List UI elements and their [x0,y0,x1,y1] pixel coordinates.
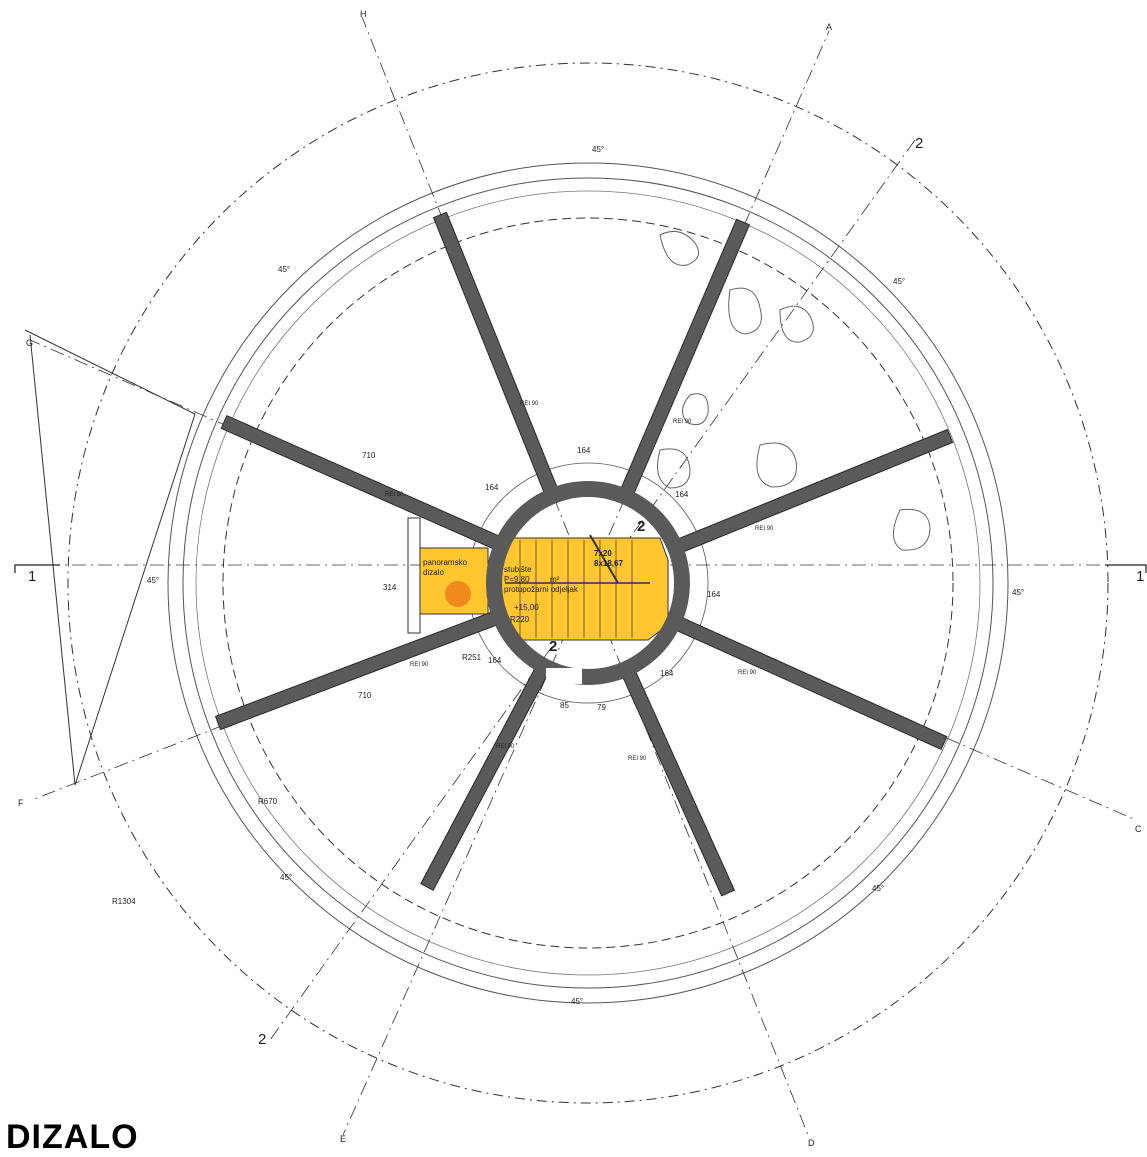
tree-outline [682,393,709,426]
axis-label-f: F [18,798,24,808]
dim-core-gap: 164 [577,446,591,455]
section-triangle-outline [24,329,196,786]
stair-label: stubište [504,565,532,574]
axis-label-c: C [1135,824,1142,834]
stair-fire-zone: protupožarni odjeljak [504,585,579,594]
section-marker-upper-right: 2 [915,135,923,152]
dim-angle: 45° [147,576,159,585]
stair-steps-b: 8x18,67 [594,559,623,568]
core-marker-upper: 2 [637,518,645,535]
tree-outlines [657,230,931,551]
axis-label-h: H [360,9,367,19]
dim-radius-inner: R251 [462,653,482,662]
section-marker-right: 1 [1136,568,1144,585]
tree-outline [756,442,797,488]
dim-angle: 45° [893,277,905,286]
dim-wall-length: 710 [362,451,376,460]
wall-label: REI 90 [520,401,539,407]
radial-wall-1 [432,211,560,499]
dim-angle: 45° [571,997,583,1006]
tree-outline [779,305,814,343]
dim-core-gap: 164 [485,483,499,492]
axis-label-d: D [808,1138,815,1148]
axis-label-g: G [26,338,33,348]
outer-dashed-ring [67,62,1109,1104]
lift-emblem [445,581,471,607]
section-marker-left: 1 [28,568,36,585]
lift-label-line2: dizalo [423,568,444,577]
lift-shaft-edge [407,517,421,634]
dim-lift-width: 314 [383,583,397,592]
dim-wall-length: 710 [358,691,372,700]
radial-wall-5 [620,666,736,897]
stair-level: +15,00 [514,603,539,612]
dim-angle: 45° [280,873,292,882]
wall-label: REI 90 [410,662,429,668]
dim-core-gap: 164 [488,656,502,665]
stair-steps-a: 7x20 [594,549,612,558]
tree-outline [893,508,931,551]
radial-wall-2 [618,218,751,500]
dim-angle: 45° [1012,588,1024,597]
page-heading: DIZALO [6,1118,139,1156]
stair-area-unit: m² [550,575,560,584]
section-arrow-right [1105,564,1147,573]
radial-wall-7 [214,609,503,731]
inner-dashed-ring [222,217,954,949]
section-arrow-left [14,564,60,573]
dim-opening-left: 85 [560,701,569,710]
axis-label-e: E [340,1134,346,1144]
axis-line-a [587,30,830,584]
axis-line-d [587,582,809,1136]
lift-label-line1: panoramsko [423,558,468,567]
dim-opening-right: 79 [597,703,606,712]
core-door-opening [546,668,582,684]
stair-area: P=9,80 [504,575,530,584]
radial-wall-4 [671,614,948,751]
tree-outline [657,448,691,489]
wall-label: REI 90 [738,670,757,676]
axis-line-g [29,339,589,584]
radial-wall-3 [672,428,954,555]
dim-radius-outer: R1304 [112,897,136,906]
radial-wall-6 [420,663,551,891]
dim-angle: 45° [592,145,604,154]
wall-label: REI 90 [385,492,404,498]
dim-core-gap: 164 [707,590,721,599]
axis-line-e [342,582,589,1136]
dim-core-gap: 164 [675,490,689,499]
radial-wall-8 [220,414,505,552]
outer-solid-ring [167,162,1009,1004]
wall-label: REI 90 [673,419,692,425]
dim-radius-core: R220 [510,615,530,624]
section-arrows [14,564,1147,573]
inner-solid-ring [195,190,981,976]
tree-outline [728,287,762,335]
wall-label: REI 90 [496,744,515,750]
dim-angle: 45° [278,265,290,274]
axis-label-a: A [826,22,832,32]
tree-outline [659,230,700,266]
radial-walls [214,211,954,897]
dim-radius-mid: R670 [258,797,278,806]
stair-treads [505,534,650,638]
wall-label: REI 90 [628,756,647,762]
middle-solid-ring [182,177,994,989]
core-marker-lower: 2 [549,638,557,655]
wall-label: REI 90 [755,526,774,532]
axis-line-h [361,16,589,584]
dim-angle: 45° [872,884,884,893]
dim-core-gap: 164 [660,669,674,678]
section-marker-lower-left: 2 [258,1031,266,1048]
